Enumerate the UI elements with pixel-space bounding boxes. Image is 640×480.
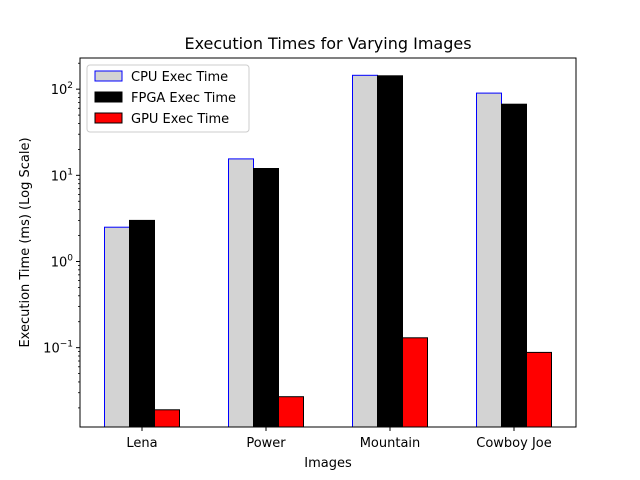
x-tick-label: Power: [246, 436, 286, 451]
bar-fpga-exec-time-mountain: [377, 75, 403, 428]
x-axis: Lena Power Mountain Cowboy Joe: [126, 427, 552, 451]
bar-cpu-exec-time-mountain: [352, 74, 378, 428]
bar-fpga-exec-time-power: [253, 168, 279, 428]
y-tick-label: 102: [51, 81, 73, 98]
y-tick-label: 10−1: [43, 340, 73, 357]
bar-cpu-exec-time-cowboy-joe: [476, 92, 502, 428]
legend-swatch: [94, 91, 123, 103]
y-tick-label: 100: [51, 253, 74, 270]
legend-swatch: [94, 112, 123, 124]
legend-label: CPU Exec Time: [131, 70, 228, 85]
plot-frame: [79, 57, 577, 428]
bar-cpu-exec-time-power: [228, 158, 254, 428]
y-axis-label: Execution Time (ms) (Log Scale): [18, 137, 33, 347]
chart-title: Execution Times for Varying Images: [184, 34, 471, 53]
bar-fpga-exec-time-lena: [129, 219, 155, 428]
bars-group: [104, 74, 552, 428]
legend: CPU Exec Time FPGA Exec Time GPU Exec Time: [86, 64, 250, 133]
y-tick-label: 101: [51, 167, 73, 184]
bar-fpga-exec-time-cowboy-joe: [501, 103, 527, 428]
legend-box: [86, 64, 250, 133]
x-tick-label: Cowboy Joe: [476, 436, 551, 451]
y-axis: 10−1 100 101 102: [43, 62, 80, 409]
bar-gpu-exec-time-lena: [154, 409, 180, 428]
x-tick-label: Mountain: [360, 436, 421, 451]
x-axis-label: Images: [304, 456, 352, 471]
legend-label: GPU Exec Time: [131, 112, 229, 127]
bar-gpu-exec-time-cowboy-joe: [526, 351, 552, 428]
bar-gpu-exec-time-mountain: [402, 337, 428, 428]
bar-cpu-exec-time-lena: [104, 226, 130, 428]
legend-swatch: [94, 70, 123, 82]
legend-label: FPGA Exec Time: [131, 91, 236, 106]
bar-gpu-exec-time-power: [278, 396, 304, 428]
x-tick-label: Lena: [126, 436, 157, 451]
